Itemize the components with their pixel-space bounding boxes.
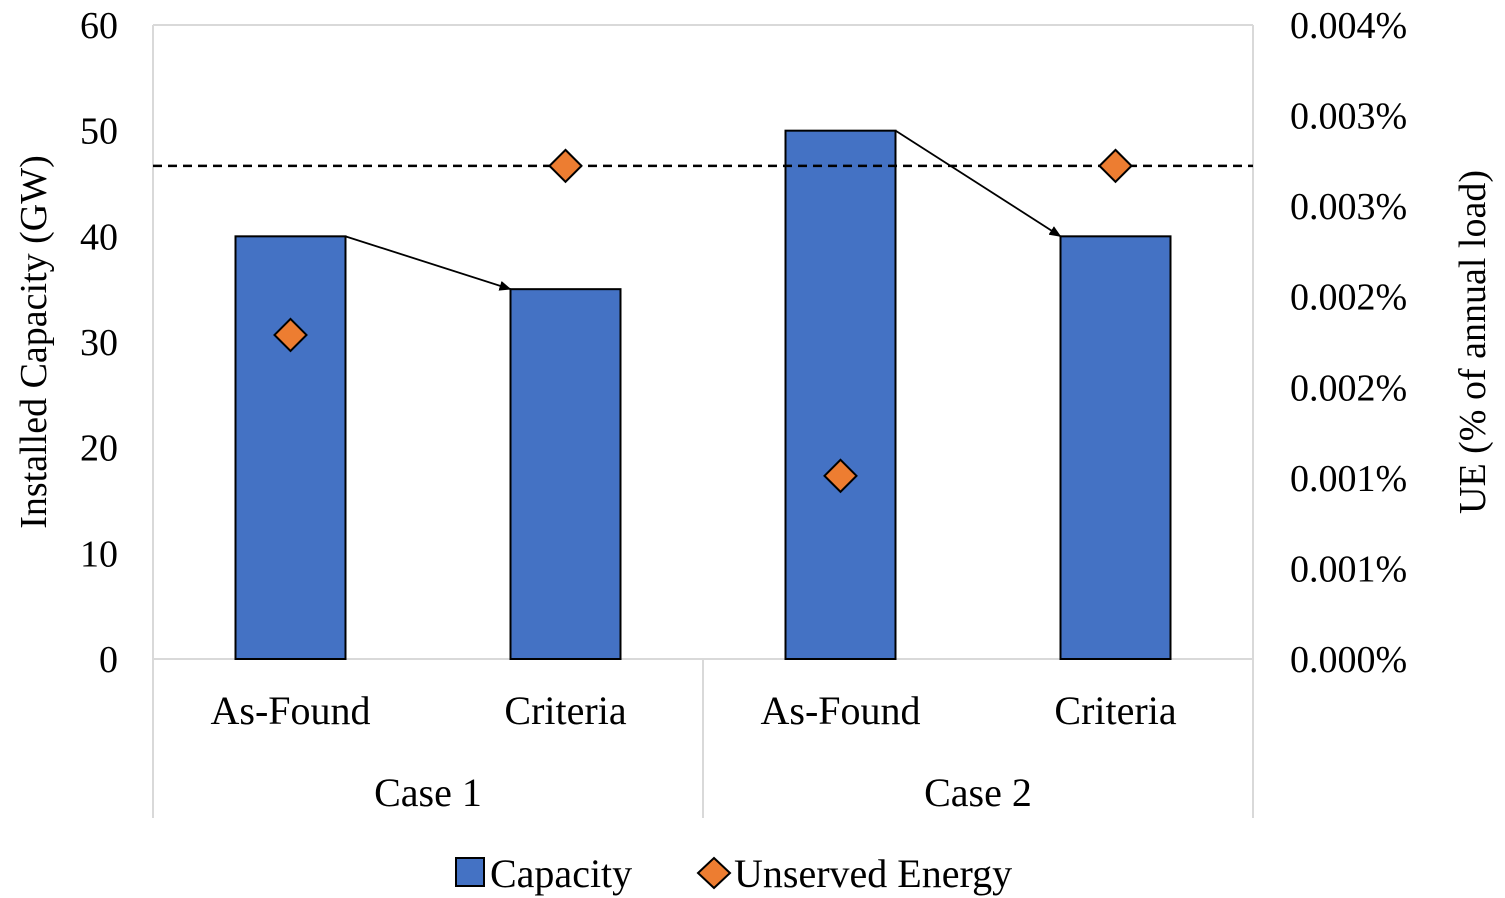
y2-tick-label: 0.004%: [1290, 5, 1407, 47]
y2-tick-label: 0.002%: [1290, 277, 1407, 319]
unserved-energy-marker: [548, 148, 583, 184]
category-label: As-Found: [760, 688, 920, 733]
unserved-energy-marker: [273, 317, 308, 353]
category-labels: As-Found Criteria As-Found Criteria: [210, 688, 1176, 733]
y2-tick-label: 0.001%: [1290, 548, 1407, 590]
y-axis-title: Installed Capacity (GW): [13, 155, 55, 529]
y-tick-label: 20: [80, 428, 118, 470]
y2-tick-label: 0.003%: [1290, 96, 1407, 138]
change-arrow: [895, 129, 1062, 238]
legend-capacity-swatch: [455, 857, 485, 887]
category-label: Criteria: [504, 688, 626, 733]
legend-unserved-energy-label: Unserved Energy: [734, 851, 1012, 896]
group-label: Case 1: [374, 770, 482, 815]
category-label: As-Found: [210, 688, 370, 733]
capacity-bar: [509, 288, 622, 660]
change-arrow: [345, 235, 512, 291]
group-labels: Case 1 Case 2: [374, 770, 1032, 815]
y2-tick-label: 0.003%: [1290, 186, 1407, 228]
y-tick-label: 30: [80, 322, 118, 364]
category-label: Criteria: [1054, 688, 1176, 733]
legend-capacity-label: Capacity: [490, 851, 632, 896]
y-axis-ticks: 0 10 20 30 40 50 60: [80, 5, 118, 681]
group-label: Case 2: [924, 770, 1032, 815]
legend: Capacity Unserved Energy: [455, 851, 1012, 896]
y2-tick-label: 0.001%: [1290, 458, 1407, 500]
capacity-bar: [784, 129, 897, 660]
y-tick-label: 60: [80, 5, 118, 47]
y-tick-label: 50: [80, 111, 118, 153]
y-tick-label: 0: [99, 639, 118, 681]
unserved-energy-marker: [823, 458, 858, 494]
y2-axis-ticks: 0.000% 0.001% 0.001% 0.002% 0.002% 0.003% 0.00…: [1290, 5, 1407, 681]
unserved-energy-marker: [1098, 148, 1133, 184]
y-tick-label: 40: [80, 216, 118, 258]
y-tick-label: 10: [80, 533, 118, 575]
y2-tick-label: 0.000%: [1290, 639, 1407, 681]
change-arrows: [345, 129, 1062, 291]
y2-axis-title: UE (% of annual load): [1452, 170, 1494, 514]
capacity-bars: [234, 129, 1172, 660]
capacity-bar: [1059, 235, 1172, 660]
legend-unserved-energy-marker: [696, 856, 732, 890]
capacity-bar: [234, 235, 347, 660]
y2-tick-label: 0.002%: [1290, 367, 1407, 409]
unserved-energy-markers: [273, 148, 1133, 494]
